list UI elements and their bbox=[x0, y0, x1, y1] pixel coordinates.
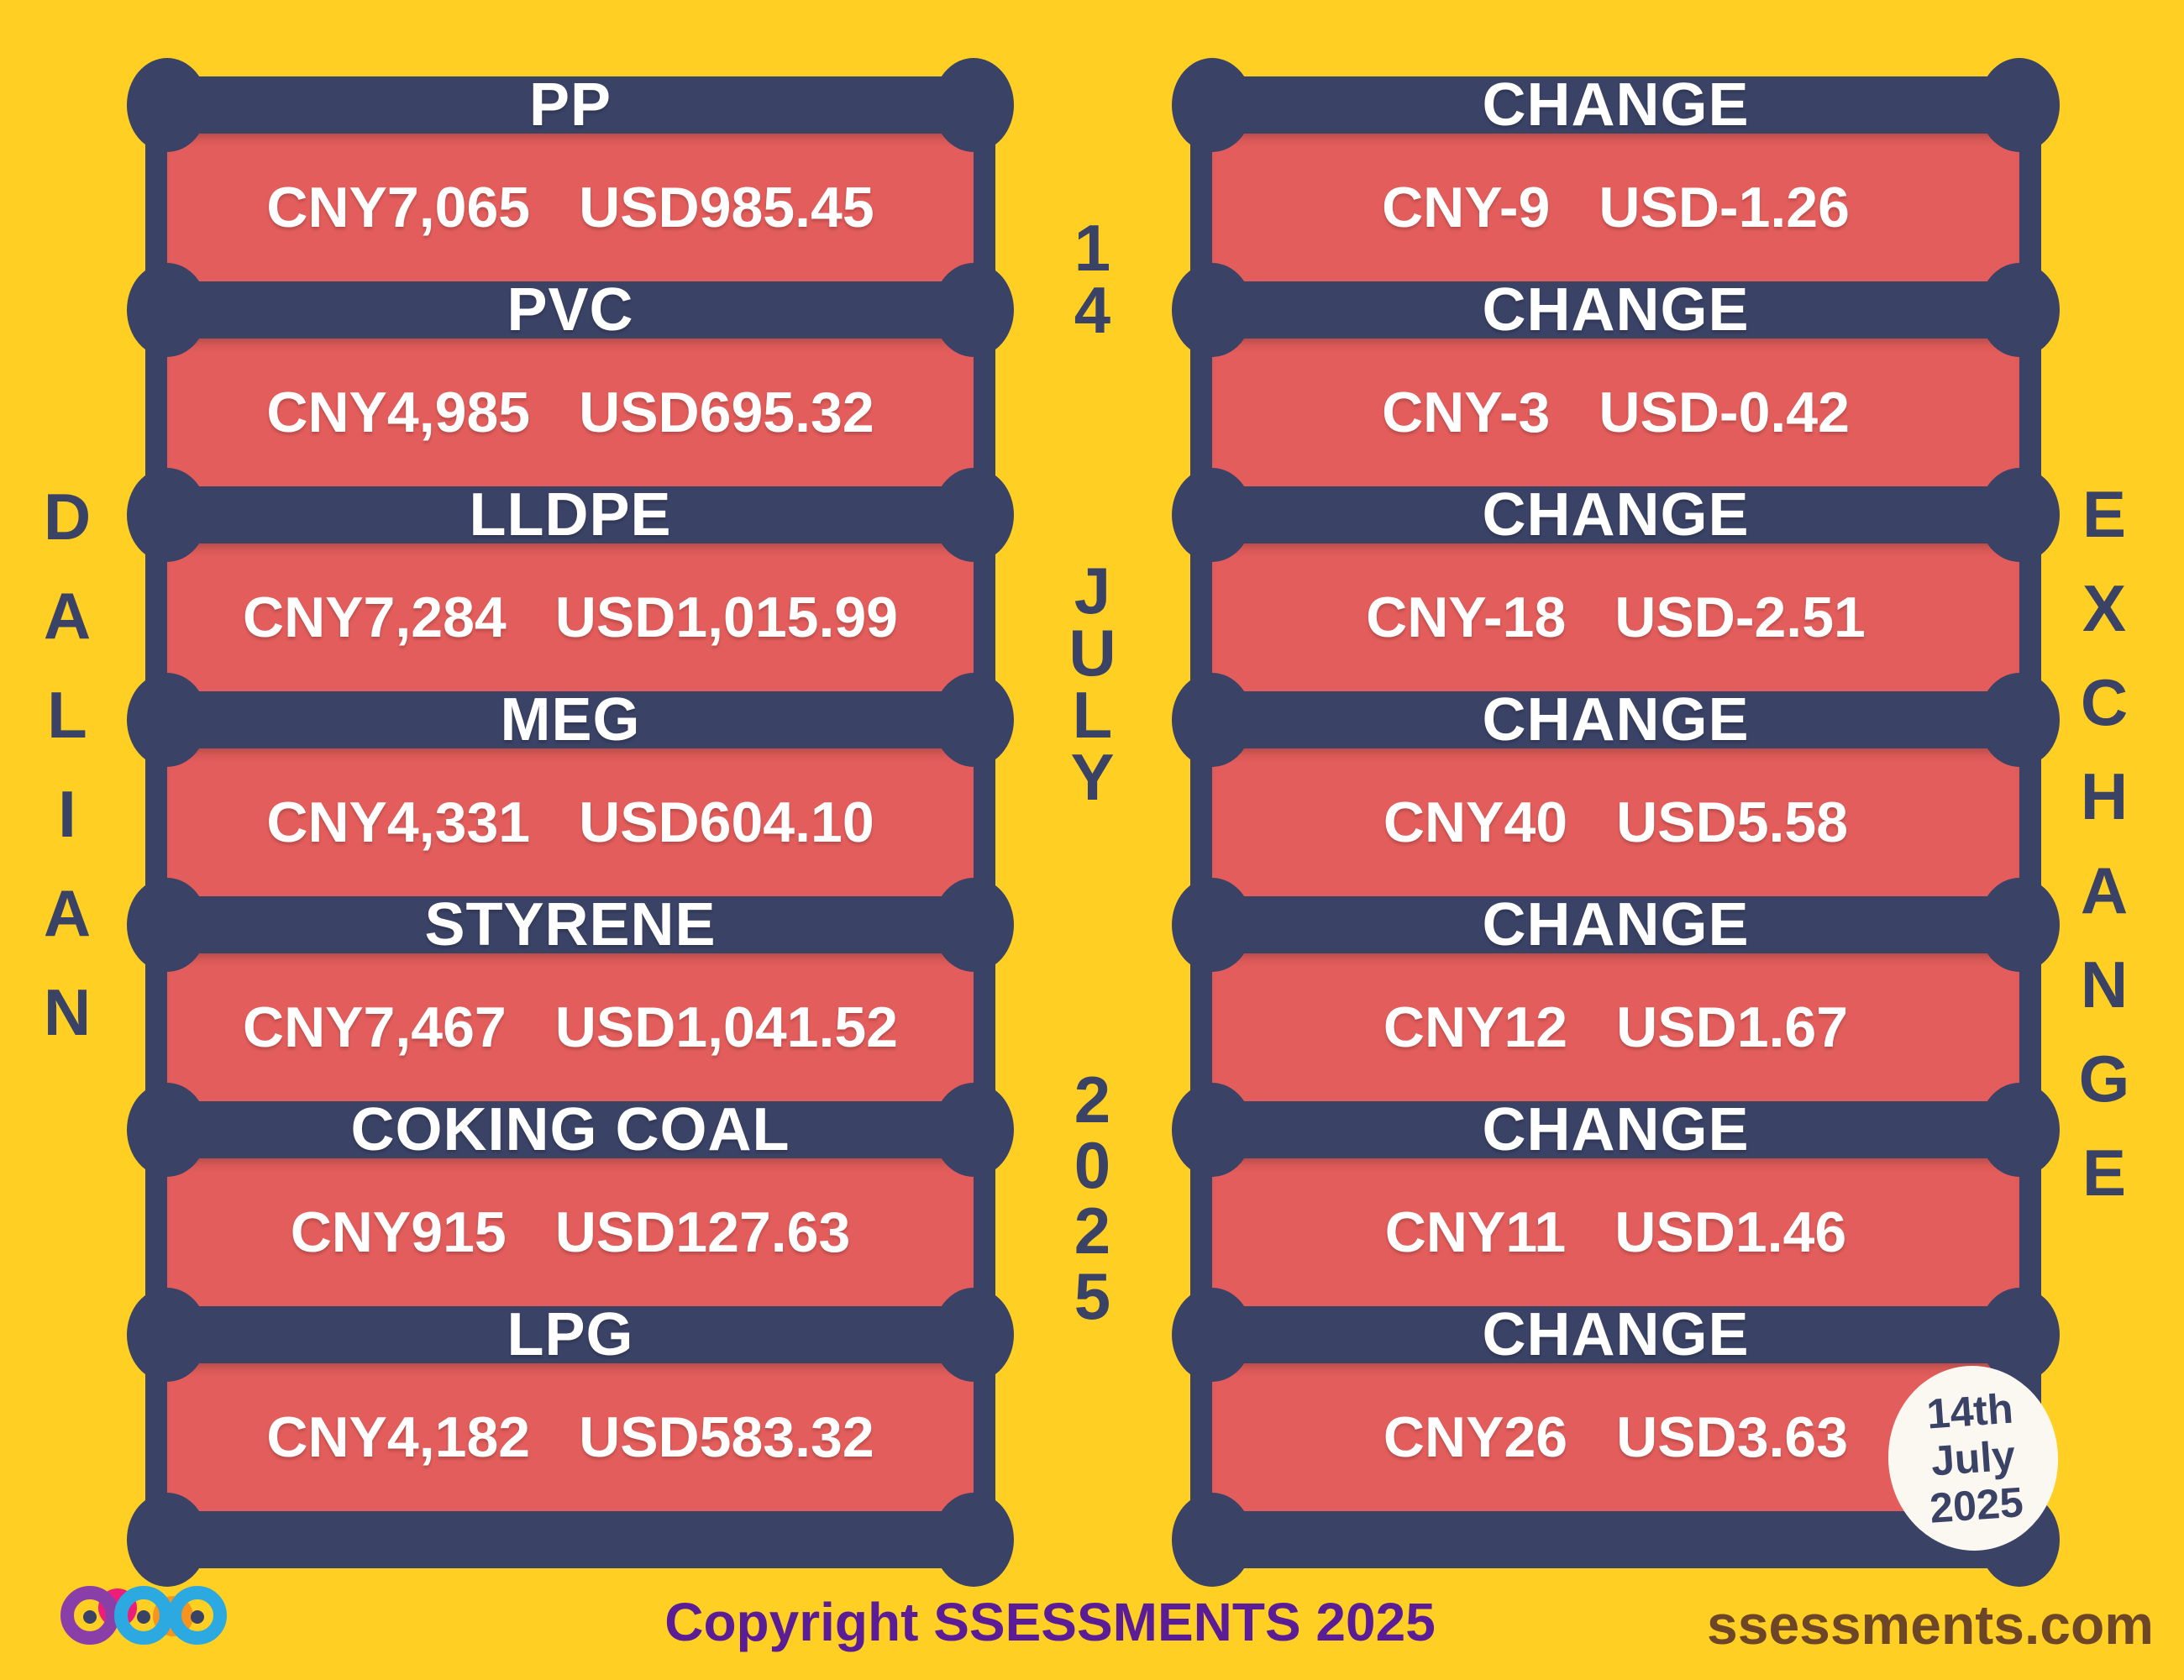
ssessments-logo-icon bbox=[60, 1586, 227, 1645]
price-usd: USD695.32 bbox=[579, 381, 874, 444]
price-usd: USD1,041.52 bbox=[554, 995, 898, 1059]
change-header-meg: CHANGE bbox=[1172, 673, 2060, 767]
vertical-label-exchange: E X C H A N G E bbox=[2078, 477, 2130, 1210]
price-panel-coking-coal: CNY915 USD127.63 bbox=[167, 1158, 974, 1306]
changes-column: CHANGE CNY-9 USD-1.26 CHANGE CNY-3 USD-0… bbox=[1172, 58, 2060, 1587]
change-label: CHANGE bbox=[1482, 891, 1750, 958]
change-cny: CNY-18 bbox=[1366, 585, 1567, 649]
vertical-label-dalian: D A L I A N bbox=[43, 480, 92, 1049]
change-cny: CNY26 bbox=[1383, 1405, 1568, 1469]
change-label: CHANGE bbox=[1482, 481, 1750, 549]
product-header-lpg: LPG bbox=[127, 1288, 1014, 1382]
price-cny: CNY7,065 bbox=[266, 176, 531, 239]
price-cny: CNY7,467 bbox=[242, 995, 507, 1059]
change-panel-styrene: CNY12 USD1.67 bbox=[1212, 953, 2019, 1101]
price-panel-meg: CNY4,331 USD604.10 bbox=[167, 748, 974, 896]
change-label: CHANGE bbox=[1482, 1301, 1750, 1368]
product-name: MEG bbox=[500, 686, 641, 753]
prices-column: PP CNY7,065 USD985.45 PVC CNY4,985 USD69… bbox=[127, 58, 1014, 1587]
product-header-meg: MEG bbox=[127, 673, 1014, 767]
vertical-date-month: J U L Y bbox=[1068, 554, 1116, 814]
change-label: CHANGE bbox=[1482, 71, 1750, 139]
price-usd: USD127.63 bbox=[554, 1200, 851, 1264]
product-header-coking-coal: COKING COAL bbox=[127, 1083, 1014, 1177]
product-header-styrene: STYRENE bbox=[127, 878, 1014, 972]
change-cny: CNY11 bbox=[1384, 1200, 1567, 1264]
price-cny: CNY4,182 bbox=[266, 1405, 531, 1469]
product-name: LLDPE bbox=[469, 481, 672, 549]
change-panel-coking-coal: CNY11 USD1.46 bbox=[1212, 1158, 2019, 1306]
change-cny: CNY40 bbox=[1383, 790, 1568, 854]
badge-month: July bbox=[1929, 1431, 2017, 1485]
badge-year: 2025 bbox=[1928, 1478, 2025, 1532]
change-label: CHANGE bbox=[1482, 686, 1750, 753]
change-panel-lpg: CNY26 USD3.63 bbox=[1212, 1363, 2019, 1511]
vertical-date-year: 2 0 2 5 bbox=[1074, 1063, 1111, 1333]
price-usd: USD604.10 bbox=[579, 790, 874, 854]
website-text: ssessments.com bbox=[1707, 1593, 2154, 1656]
change-header-coking-coal: CHANGE bbox=[1172, 1083, 2060, 1177]
product-name: COKING COAL bbox=[350, 1096, 790, 1163]
price-panel-lpg: CNY4,182 USD583.32 bbox=[167, 1363, 974, 1511]
price-usd: USD1,015.99 bbox=[554, 585, 898, 649]
vertical-date-day: 1 4 bbox=[1074, 211, 1111, 347]
product-name: LPG bbox=[507, 1301, 634, 1368]
price-cny: CNY7,284 bbox=[242, 585, 507, 649]
change-panel-pvc: CNY-3 USD-0.42 bbox=[1212, 339, 2019, 486]
change-panel-pp: CNY-9 USD-1.26 bbox=[1212, 134, 2019, 281]
change-panel-meg: CNY40 USD5.58 bbox=[1212, 748, 2019, 896]
product-header-lldpe: LLDPE bbox=[127, 468, 1014, 562]
product-header-pvc: PVC bbox=[127, 263, 1014, 357]
column-bottom-bar bbox=[127, 1493, 1014, 1587]
price-panel-lldpe: CNY7,284 USD1,015.99 bbox=[167, 543, 974, 691]
price-cny: CNY4,985 bbox=[266, 381, 531, 444]
price-panel-pvc: CNY4,985 USD695.32 bbox=[167, 339, 974, 486]
change-header-styrene: CHANGE bbox=[1172, 878, 2060, 972]
price-panel-styrene: CNY7,467 USD1,041.52 bbox=[167, 953, 974, 1101]
change-label: CHANGE bbox=[1482, 276, 1750, 344]
price-usd: USD985.45 bbox=[579, 176, 874, 239]
product-name: STYRENE bbox=[424, 891, 717, 958]
change-usd: USD-0.42 bbox=[1599, 381, 1850, 444]
change-usd: USD3.63 bbox=[1616, 1405, 1849, 1469]
product-header-pp: PP bbox=[127, 58, 1014, 152]
copyright-text: Copyright SSESSMENTS 2025 bbox=[664, 1592, 1436, 1652]
change-cny: CNY12 bbox=[1383, 995, 1568, 1059]
price-panel-pp: CNY7,065 USD985.45 bbox=[167, 134, 974, 281]
change-label: CHANGE bbox=[1482, 1096, 1750, 1163]
change-usd: USD1.67 bbox=[1616, 995, 1849, 1059]
change-header-lldpe: CHANGE bbox=[1172, 468, 2060, 562]
product-name: PVC bbox=[507, 276, 634, 344]
change-usd: USD-1.26 bbox=[1599, 176, 1850, 239]
price-cny: CNY4,331 bbox=[266, 790, 531, 854]
change-usd: USD5.58 bbox=[1616, 790, 1849, 854]
change-panel-lldpe: CNY-18 USD-2.51 bbox=[1212, 543, 2019, 691]
change-header-lpg: CHANGE bbox=[1172, 1288, 2060, 1382]
change-header-pvc: CHANGE bbox=[1172, 263, 2060, 357]
price-cny: CNY915 bbox=[290, 1200, 507, 1264]
change-usd: USD1.46 bbox=[1614, 1200, 1847, 1264]
badge-day: 14th bbox=[1924, 1384, 2015, 1438]
price-usd: USD583.32 bbox=[579, 1405, 874, 1469]
change-header-pp: CHANGE bbox=[1172, 58, 2060, 152]
change-usd: USD-2.51 bbox=[1614, 585, 1866, 649]
product-name: PP bbox=[528, 71, 612, 139]
change-cny: CNY-9 bbox=[1382, 176, 1551, 239]
change-cny: CNY-3 bbox=[1382, 381, 1551, 444]
